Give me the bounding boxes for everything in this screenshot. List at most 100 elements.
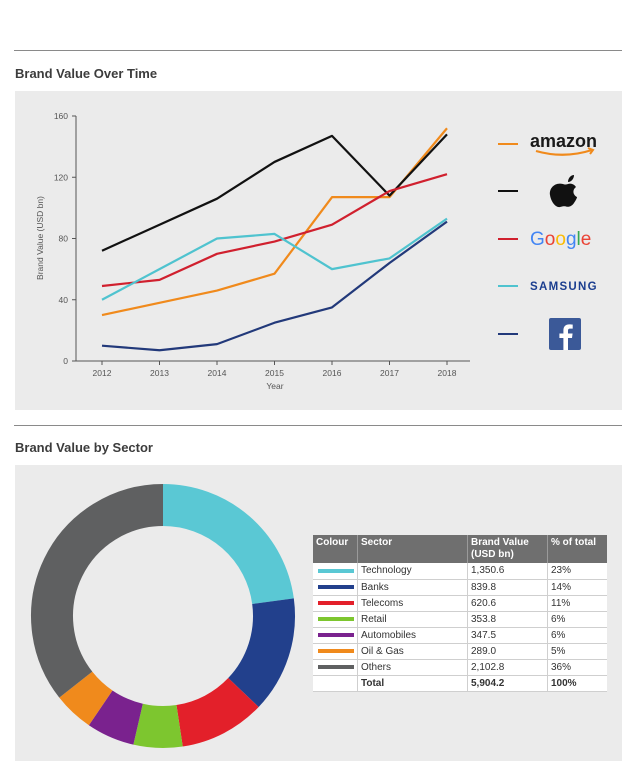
legend-dash-amazon [498, 143, 518, 145]
samsung-logo-text: SAMSUNG [530, 281, 598, 293]
donut-slice-others [31, 484, 164, 698]
facebook-logo-icon [549, 318, 581, 350]
google-logo-text: Google [530, 229, 591, 250]
row-value: 839.8 [467, 579, 548, 596]
y-tick-label: 40 [59, 295, 69, 305]
total-value: 5,904.2 [467, 675, 548, 692]
legend-samsung: SAMSUNG [498, 271, 608, 301]
colour-swatch [318, 584, 354, 589]
google-logo-icon: Google [530, 229, 591, 250]
row-colour-cell [313, 627, 358, 644]
apple-logo-icon [549, 175, 577, 208]
row-percent: 6% [547, 627, 607, 644]
series-line-google [101, 173, 448, 288]
y-tick-label: 0 [63, 356, 68, 366]
row-sector: Others [357, 659, 468, 676]
y-tick-label: 160 [54, 111, 68, 121]
row-colour-cell [313, 563, 358, 580]
table-row: Telecoms 620.6 11% [313, 595, 607, 612]
colour-swatch [318, 648, 354, 653]
row-value: 353.8 [467, 611, 548, 628]
x-tick-label: 2016 [323, 368, 342, 378]
table-header-row: Colour Sector Brand Value (USD bn) % of … [313, 535, 607, 563]
x-tick-label: 2018 [438, 368, 457, 378]
legend-amazon: amazon [498, 129, 608, 159]
row-colour-cell [313, 643, 358, 660]
header-brand-value: Brand Value (USD bn) [467, 535, 548, 563]
row-percent: 36% [547, 659, 607, 676]
legend-dash-facebook [498, 333, 518, 335]
row-colour-cell [313, 611, 358, 628]
colour-swatch [318, 600, 354, 605]
row-percent: 23% [547, 563, 607, 580]
samsung-logo-icon: SAMSUNG [530, 281, 598, 293]
total-label: Total [357, 675, 468, 692]
row-value: 347.5 [467, 627, 548, 644]
x-tick-label: 2017 [380, 368, 399, 378]
colour-swatch [318, 664, 354, 669]
series-line-facebook [101, 220, 448, 352]
row-percent: 5% [547, 643, 607, 660]
y-tick-label: 80 [59, 234, 69, 244]
row-value: 289.0 [467, 643, 548, 660]
table-row: Automobiles 347.5 6% [313, 627, 607, 644]
series-line-apple [101, 133, 448, 252]
row-colour-cell [313, 579, 358, 596]
x-tick-label: 2014 [208, 368, 227, 378]
donut-chart-title: Brand Value by Sector [15, 440, 153, 455]
line-chart-title: Brand Value Over Time [15, 66, 158, 81]
colour-swatch [318, 632, 354, 637]
legend-apple [498, 175, 608, 208]
y-axis-label: Brand Value (USD bn) [35, 196, 45, 280]
x-tick-label: 2015 [265, 368, 284, 378]
donut-slice-retail [133, 703, 183, 748]
row-sector: Oil & Gas [357, 643, 468, 660]
legend-facebook [498, 318, 608, 350]
amazon-logo-icon: amazon [530, 131, 597, 156]
top-divider [14, 50, 622, 51]
row-percent: 14% [547, 579, 607, 596]
x-tick-label: 2012 [93, 368, 112, 378]
x-tick-label: 2013 [150, 368, 169, 378]
table-row: Others 2,102.8 36% [313, 659, 607, 676]
row-sector: Retail [357, 611, 468, 628]
row-sector: Technology [357, 563, 468, 580]
total-colour-cell [313, 675, 358, 692]
donut-slice-automobiles [88, 690, 144, 745]
row-colour-cell [313, 595, 358, 612]
series-line-samsung [101, 217, 448, 301]
header-colour: Colour [313, 535, 358, 563]
series-line-amazon [101, 127, 448, 317]
legend-google: Google [498, 224, 608, 254]
donut-slice-banks [227, 598, 295, 707]
table-row: Oil & Gas 289.0 5% [313, 643, 607, 660]
row-value: 1,350.6 [467, 563, 548, 580]
total-percent: 100% [547, 675, 607, 692]
row-colour-cell [313, 659, 358, 676]
row-value: 620.6 [467, 595, 548, 612]
line-chart-panel [15, 91, 622, 410]
table-row: Retail 353.8 6% [313, 611, 607, 628]
row-sector: Telecoms [357, 595, 468, 612]
x-axis-label: Year [266, 381, 283, 391]
donut-slice-oil-gas [59, 671, 114, 726]
row-value: 2,102.8 [467, 659, 548, 676]
row-sector: Automobiles [357, 627, 468, 644]
donut-slice-telecoms [175, 677, 259, 747]
table-total-row: Total 5,904.2 100% [313, 675, 607, 692]
row-percent: 6% [547, 611, 607, 628]
row-percent: 11% [547, 595, 607, 612]
donut-slice-technology [162, 484, 294, 605]
legend-dash-samsung [498, 285, 518, 287]
middle-divider [14, 425, 622, 426]
colour-swatch [318, 616, 354, 621]
sector-table: Colour Sector Brand Value (USD bn) % of … [313, 535, 607, 692]
header-sector: Sector [357, 535, 468, 563]
legend-dash-apple [498, 190, 518, 192]
header-percent: % of total [547, 535, 607, 563]
colour-swatch [318, 568, 354, 573]
amazon-logo-text: amazon [530, 131, 597, 151]
legend-dash-google [498, 238, 518, 240]
